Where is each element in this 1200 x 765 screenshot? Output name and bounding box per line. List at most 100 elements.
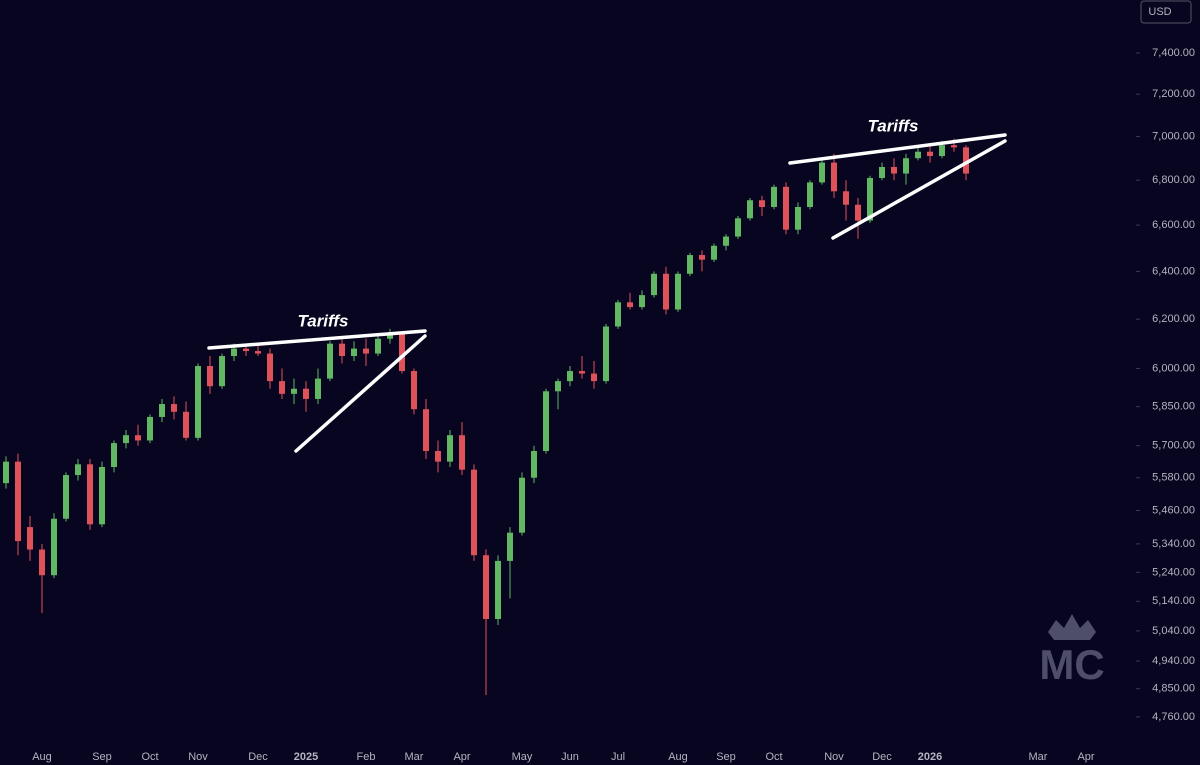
candle-body <box>99 466 105 525</box>
candle-body <box>831 162 837 192</box>
candle-body <box>147 416 153 441</box>
candle-body <box>267 353 273 382</box>
candle-body <box>639 295 645 308</box>
candle-body <box>279 381 285 394</box>
x-tick-label: Dec <box>248 751 268 763</box>
currency-box <box>1140 0 1192 24</box>
y-tick-label: 7,400.00 <box>1152 47 1195 59</box>
candle-body <box>399 333 405 372</box>
candle-body <box>807 182 813 207</box>
candle-body <box>771 186 777 207</box>
y-tick-label: 6,000.00 <box>1152 362 1195 374</box>
candle-body <box>231 348 237 357</box>
watermark: MC <box>1039 614 1105 688</box>
candle-body <box>363 348 369 354</box>
candle-body <box>675 273 681 310</box>
y-tick-label: 4,850.00 <box>1152 683 1195 695</box>
candle-body <box>843 191 849 205</box>
x-tick-label: 2026 <box>918 751 942 763</box>
candle-body <box>219 356 225 387</box>
x-tick-label: Sep <box>716 751 736 763</box>
y-tick-label: 5,460.00 <box>1152 504 1195 516</box>
x-tick-label: Nov <box>188 751 208 763</box>
candle-body <box>735 218 741 237</box>
candle-body <box>87 464 93 525</box>
x-tick-label: Apr <box>453 751 470 763</box>
candle-body <box>255 351 261 354</box>
x-tick-label: May <box>512 751 533 763</box>
candle-body <box>351 348 357 357</box>
candle-body <box>171 404 177 412</box>
candle-body <box>327 343 333 379</box>
candle-body <box>759 200 765 207</box>
candle-body <box>783 186 789 230</box>
candle-body <box>507 532 513 561</box>
candle-body <box>207 366 213 387</box>
candle-body <box>135 435 141 441</box>
x-tick-label: Jun <box>561 751 579 763</box>
y-tick-label: 5,580.00 <box>1152 472 1195 484</box>
candle-body <box>435 451 441 462</box>
candle-body <box>627 302 633 308</box>
candle-body <box>867 177 873 221</box>
x-tick-label: Aug <box>668 751 688 763</box>
x-tick-label: Aug <box>32 751 52 763</box>
x-tick-label: Oct <box>141 751 158 763</box>
y-tick-label: 5,140.00 <box>1152 595 1195 607</box>
candle-body <box>519 477 525 533</box>
annotation: Tariffs <box>867 116 918 135</box>
candle-body <box>471 469 477 556</box>
y-tick-label: 6,200.00 <box>1152 313 1195 325</box>
trend-line <box>788 133 1007 165</box>
candle-body <box>51 518 57 576</box>
candle-body <box>495 560 501 620</box>
x-tick-label: Feb <box>357 751 376 763</box>
candle-body <box>183 411 189 438</box>
annotation: Tariffs <box>297 311 348 330</box>
candle-body <box>603 326 609 382</box>
candle-body <box>459 435 465 470</box>
candle-body <box>651 273 657 296</box>
candle-body <box>303 388 309 399</box>
y-tick-label: 5,240.00 <box>1152 566 1195 578</box>
y-tick-label: 7,000.00 <box>1152 130 1195 142</box>
candle-body <box>447 435 453 462</box>
candle-body <box>483 555 489 620</box>
y-tick-label: 5,700.00 <box>1152 440 1195 452</box>
candle-body <box>915 151 921 159</box>
candle-body <box>699 255 705 260</box>
candle-body <box>927 151 933 157</box>
candle-body <box>615 302 621 327</box>
candle-body <box>939 145 945 157</box>
candle-body <box>879 166 885 178</box>
watermark-text: MC <box>1039 641 1104 688</box>
candle-body <box>531 451 537 478</box>
candle-body <box>795 206 801 230</box>
candle-body <box>543 391 549 452</box>
candles <box>3 138 969 695</box>
candle-body <box>39 549 45 576</box>
candle-body <box>3 461 9 484</box>
y-tick-label: 5,040.00 <box>1152 625 1195 637</box>
candle-body <box>747 200 753 219</box>
candle-body <box>687 255 693 274</box>
candle-body <box>195 366 201 438</box>
x-tick-label: Apr <box>1077 751 1094 763</box>
trend-line <box>294 334 427 453</box>
y-tick-label: 4,760.00 <box>1152 711 1195 723</box>
x-tick-label: Sep <box>92 751 112 763</box>
y-tick-label: 7,200.00 <box>1152 88 1195 100</box>
candle-body <box>855 204 861 221</box>
candle-body <box>567 371 573 382</box>
y-tick-label: 5,850.00 <box>1152 401 1195 413</box>
candle-body <box>579 371 585 374</box>
candle-body <box>63 475 69 519</box>
candle-body <box>891 166 897 174</box>
trend-line <box>831 139 1007 240</box>
y-tick-label: 5,340.00 <box>1152 538 1195 550</box>
candle-body <box>903 158 909 174</box>
x-tick-label: 2025 <box>294 751 318 763</box>
x-tick-label: Jul <box>611 751 625 763</box>
